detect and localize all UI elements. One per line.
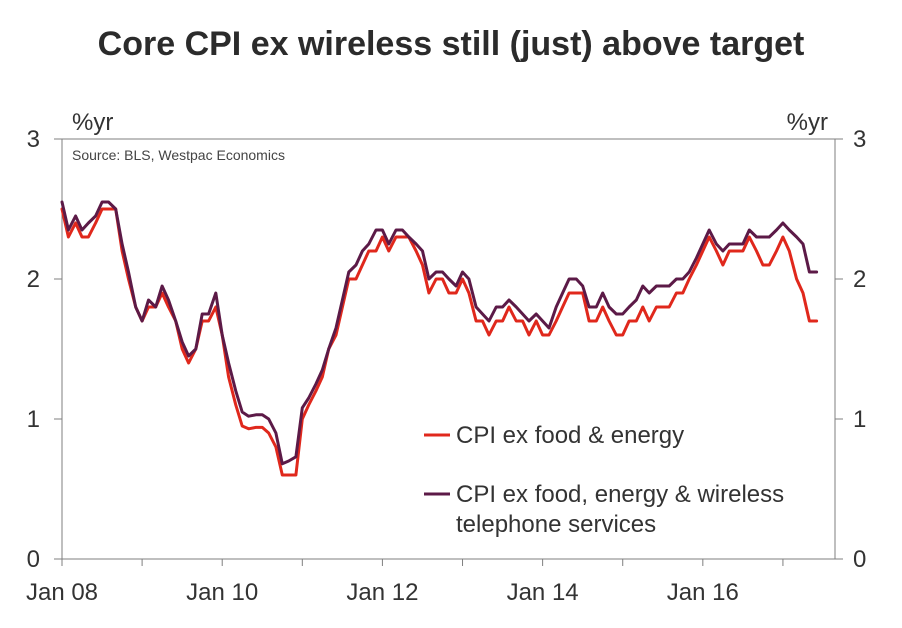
y-axis-left: 0 1 2 3 — [27, 126, 62, 573]
x-tick-label-0: Jan 08 — [26, 579, 98, 606]
y-tick-label-right-1: 1 — [853, 406, 866, 433]
plot-frame — [61, 138, 836, 560]
y-axis-right: 0 1 2 3 — [835, 126, 866, 573]
source-note: Source: BLS, Westpac Economics — [72, 147, 285, 163]
series-line-1 — [60, 200, 819, 466]
x-tick-label-1: Jan 10 — [186, 579, 258, 606]
chart-title: Core CPI ex wireless still (just) above … — [98, 25, 805, 63]
left-unit-label: %yr — [72, 109, 113, 136]
y-tick-label-right-0: 0 — [853, 546, 866, 573]
y-tick-label-left-3: 3 — [27, 126, 40, 153]
legend-label-1-1: telephone services — [456, 511, 656, 538]
x-tick-label-2: Jan 12 — [346, 579, 418, 606]
series-lines — [60, 200, 819, 477]
y-tick-label-left-1: 1 — [27, 406, 40, 433]
legend: CPI ex food & energy CPI ex food, energy … — [424, 422, 784, 538]
x-tick-label-3: Jan 14 — [507, 579, 579, 606]
x-tick-label-4: Jan 16 — [667, 579, 739, 606]
y-tick-label-right-2: 2 — [853, 266, 866, 293]
right-unit-label: %yr — [787, 109, 828, 136]
y-tick-label-left-2: 2 — [27, 266, 40, 293]
x-axis: Jan 08 Jan 10 Jan 12 Jan 14 Jan 16 — [26, 559, 784, 606]
y-tick-label-left-0: 0 — [27, 546, 40, 573]
legend-label-0-0: CPI ex food & energy — [456, 422, 684, 449]
series-line-0 — [60, 207, 819, 477]
y-tick-label-right-3: 3 — [853, 126, 866, 153]
legend-label-1-0: CPI ex food, energy & wireless — [456, 481, 784, 508]
